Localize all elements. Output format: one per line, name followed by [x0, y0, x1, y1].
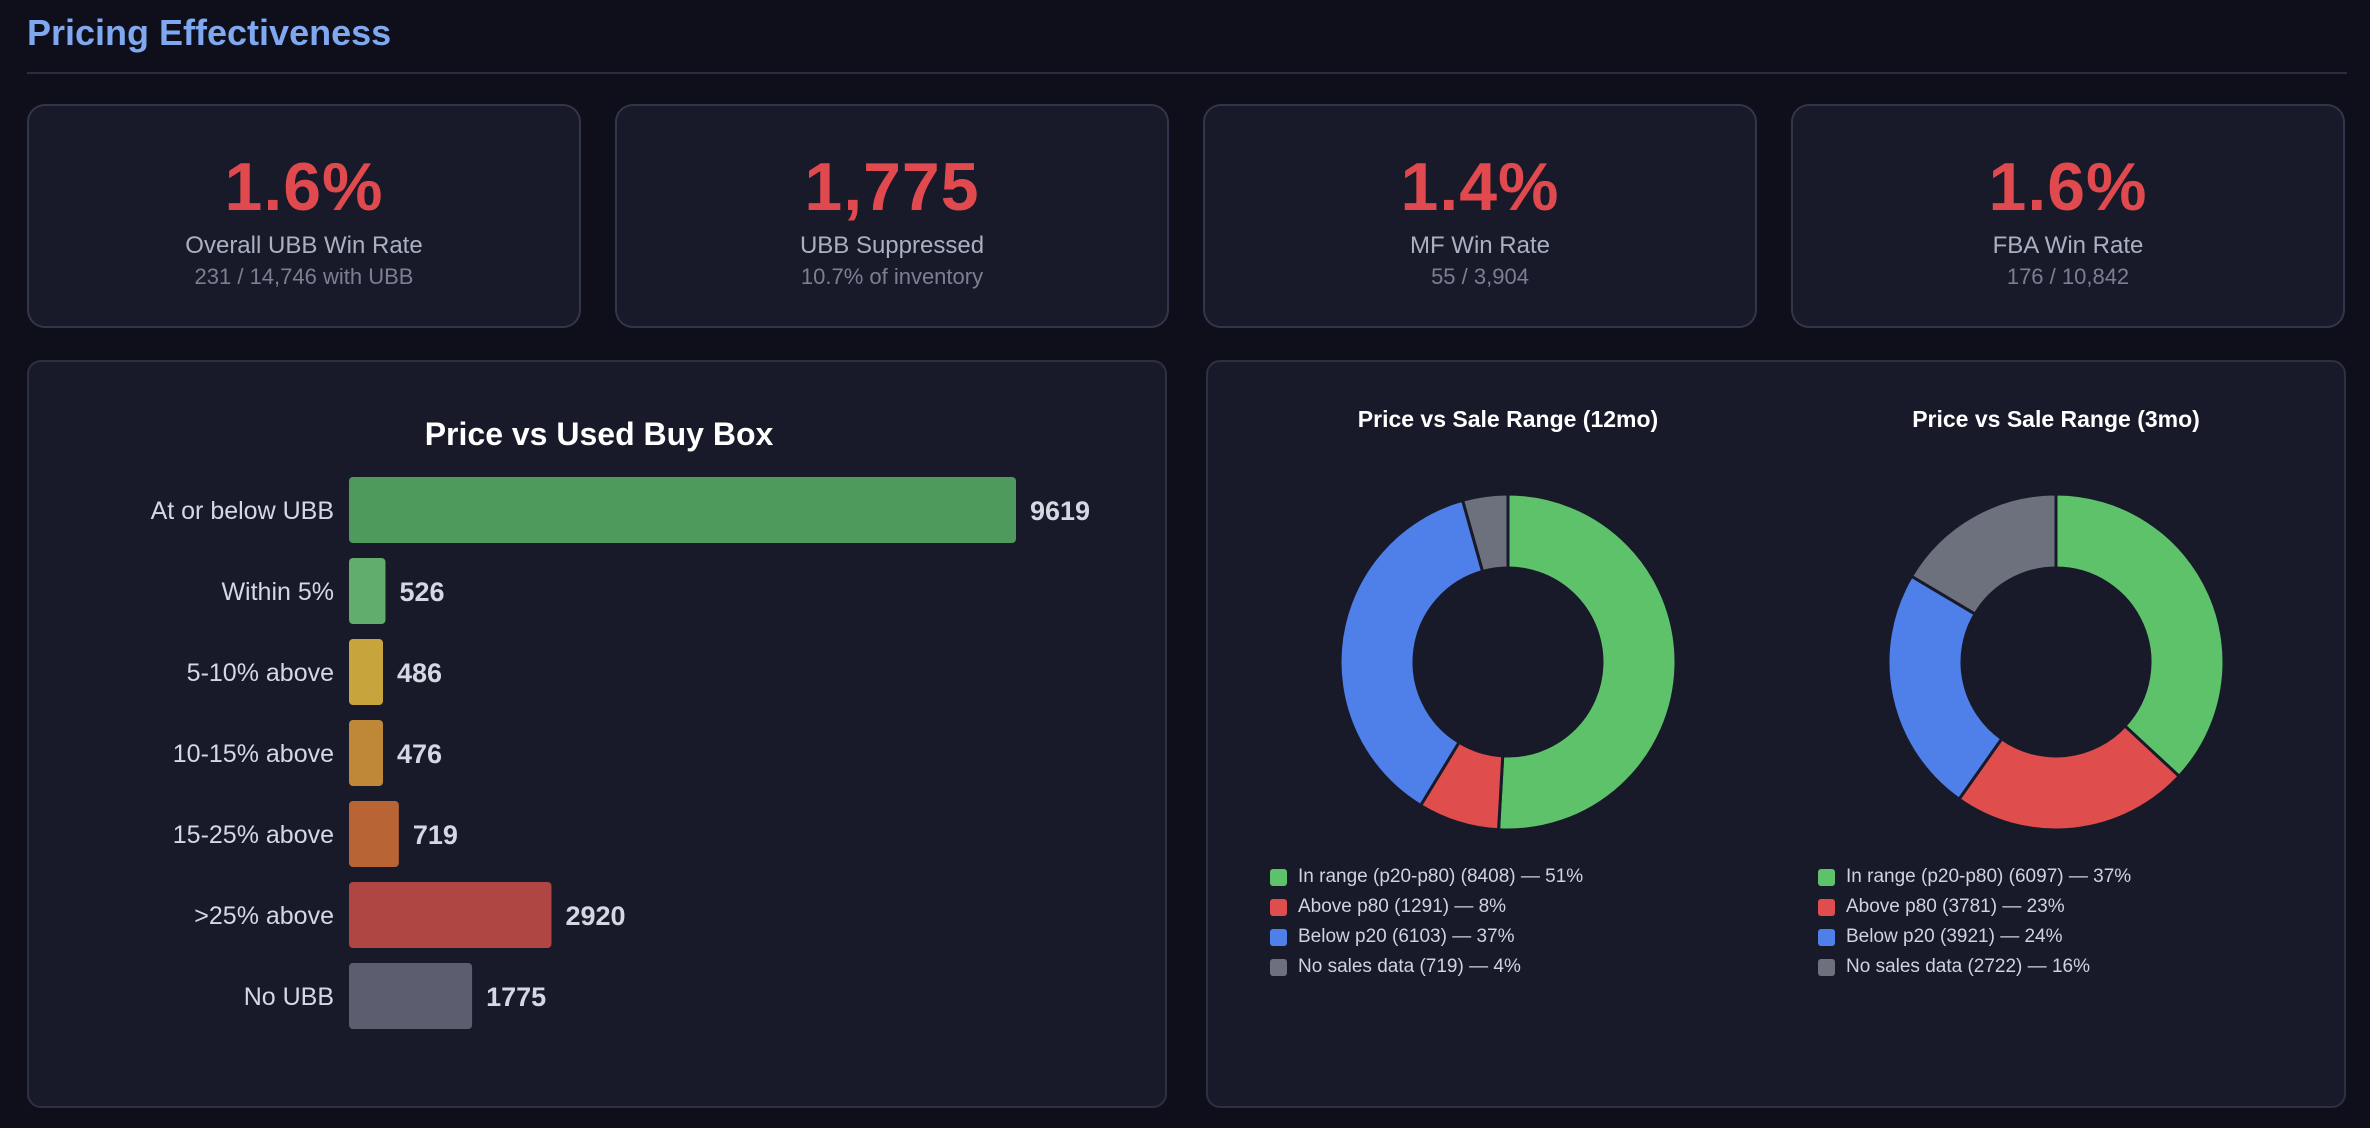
- legend-item-no-sales: No sales data (2722) — 16%: [1818, 952, 2131, 982]
- kpi-overall-win-rate: 1.6% Overall UBB Win Rate 231 / 14,746 w…: [27, 104, 581, 328]
- bar-value-within-5: 526: [399, 577, 444, 607]
- legend-item-above-p80: Above p80 (3781) — 23%: [1818, 892, 2131, 922]
- bar-no-ubb: [349, 963, 473, 1029]
- donut-3mo-title: Price vs Sale Range (3mo): [1912, 406, 2200, 432]
- bar-value-25-above: 2920: [565, 901, 625, 931]
- bar-25-above: [349, 882, 552, 948]
- legend-item-below-p20: Below p20 (6103) — 37%: [1270, 922, 1583, 952]
- kpi-ubb-suppressed: 1,775 UBB Suppressed 10.7% of inventory: [615, 104, 1169, 328]
- bar-at-or-below-ubb: [349, 477, 1016, 543]
- sale-range-donuts-panel: Price vs Sale Range (12mo) In range (p20…: [1206, 360, 2346, 1108]
- bar-10-15-above: [349, 720, 383, 786]
- legend-item-above-p80: Above p80 (1291) — 8%: [1270, 892, 1583, 922]
- legend-label: In range (p20-p80) (8408) — 51%: [1298, 866, 1584, 887]
- bar-value-at-or-below-ubb: 9619: [1030, 496, 1090, 526]
- title-divider: [27, 72, 2347, 74]
- legend-label: No sales data (719) — 4%: [1298, 956, 1521, 977]
- kpi-value: 1.6%: [1988, 149, 2148, 225]
- kpi-value: 1,775: [804, 149, 980, 225]
- bar-label-10-15-above: 10-15% above: [173, 740, 334, 768]
- kpi-label: MF Win Rate: [1409, 232, 1550, 259]
- kpi-label: UBB Suppressed: [799, 232, 985, 259]
- legend-item-in-range: In range (p20-p80) (6097) — 37%: [1818, 862, 2131, 892]
- bar-5-10-above: [349, 639, 383, 705]
- donut-3mo-legend: In range (p20-p80) (6097) — 37% Above p8…: [1818, 862, 2131, 982]
- kpi-subtext: 10.7% of inventory: [800, 264, 984, 289]
- legend-label: No sales data (2722) — 16%: [1846, 956, 2090, 977]
- legend-label: In range (p20-p80) (6097) — 37%: [1846, 866, 2132, 887]
- bar-label-5-10-above: 5-10% above: [187, 659, 334, 687]
- donut-slice-below-p20: [1886, 574, 2004, 802]
- page-title: Pricing Effectiveness: [27, 12, 392, 53]
- legend-swatch: [1270, 868, 1287, 886]
- legend-swatch: [1270, 928, 1287, 946]
- bar-label-within-5: Within 5%: [221, 578, 334, 606]
- donut-chart-12mo: [1338, 492, 1678, 832]
- bar-15-25-above: [349, 801, 399, 867]
- bar-value-10-15-above: 476: [397, 739, 442, 769]
- legend-item-in-range: In range (p20-p80) (8408) — 51%: [1270, 862, 1583, 892]
- donut-slice-in-range-p20-p80: [2054, 492, 2226, 779]
- bar-within-5: [349, 558, 386, 624]
- legend-swatch: [1818, 868, 1835, 886]
- donut-slice-below-p20: [1338, 498, 1485, 808]
- kpi-value: 1.4%: [1400, 149, 1560, 225]
- legend-item-no-sales: No sales data (719) — 4%: [1270, 952, 1583, 982]
- bar-label-15-25-above: 15-25% above: [173, 821, 334, 849]
- legend-label: Above p80 (1291) — 8%: [1298, 896, 1507, 917]
- donut-12mo-title: Price vs Sale Range (12mo): [1357, 406, 1659, 432]
- legend-label: Below p20 (3921) — 24%: [1846, 926, 2063, 947]
- bar-value-5-10-above: 486: [397, 658, 442, 688]
- bar-label-at-or-below-ubb: At or below UBB: [151, 497, 334, 525]
- donut-slice-no-sales-data: [1909, 492, 2058, 617]
- legend-label: Below p20 (6103) — 37%: [1298, 926, 1515, 947]
- kpi-label: Overall UBB Win Rate: [185, 232, 423, 259]
- kpi-mf-win-rate: 1.4% MF Win Rate 55 / 3,904: [1203, 104, 1757, 328]
- donut-slice-no-sales-data: [1460, 492, 1510, 574]
- kpi-subtext: 176 / 10,842: [2006, 264, 2130, 289]
- kpi-fba-win-rate: 1.6% FBA Win Rate 176 / 10,842: [1791, 104, 2345, 328]
- kpi-subtext: 55 / 3,904: [1431, 264, 1529, 289]
- donut-12mo-legend: In range (p20-p80) (8408) — 51% Above p8…: [1270, 862, 1583, 982]
- donut-slice-in-range-p20-p80: [1496, 492, 1678, 832]
- legend-swatch: [1270, 898, 1287, 916]
- kpi-value: 1.6%: [224, 149, 384, 225]
- donut-chart-3mo: [1886, 492, 2226, 832]
- legend-swatch: [1818, 898, 1835, 916]
- bar-value-15-25-above: 719: [413, 820, 458, 850]
- donut-slice-above-p80: [1956, 723, 2182, 832]
- legend-swatch: [1818, 958, 1835, 976]
- kpi-subtext: 231 / 14,746 with UBB: [194, 264, 414, 289]
- legend-label: Above p80 (3781) — 23%: [1846, 896, 2065, 917]
- legend-item-below-p20: Below p20 (3921) — 24%: [1818, 922, 2131, 952]
- bar-label-25-above: >25% above: [194, 902, 334, 930]
- legend-swatch: [1270, 958, 1287, 976]
- bar-chart: At or below UBB 9619 Within 5% 526 5-10% abo…: [151, 477, 1090, 1029]
- chart-title: Price vs Used Buy Box: [424, 416, 774, 452]
- buy-box-bar-chart-panel: Price vs Used Buy Box At or below UBB 961…: [27, 360, 1167, 1108]
- bar-value-no-ubb: 1775: [486, 982, 546, 1012]
- bar-label-no-ubb: No UBB: [244, 983, 334, 1011]
- kpi-label: FBA Win Rate: [1992, 232, 2144, 259]
- legend-swatch: [1818, 928, 1835, 946]
